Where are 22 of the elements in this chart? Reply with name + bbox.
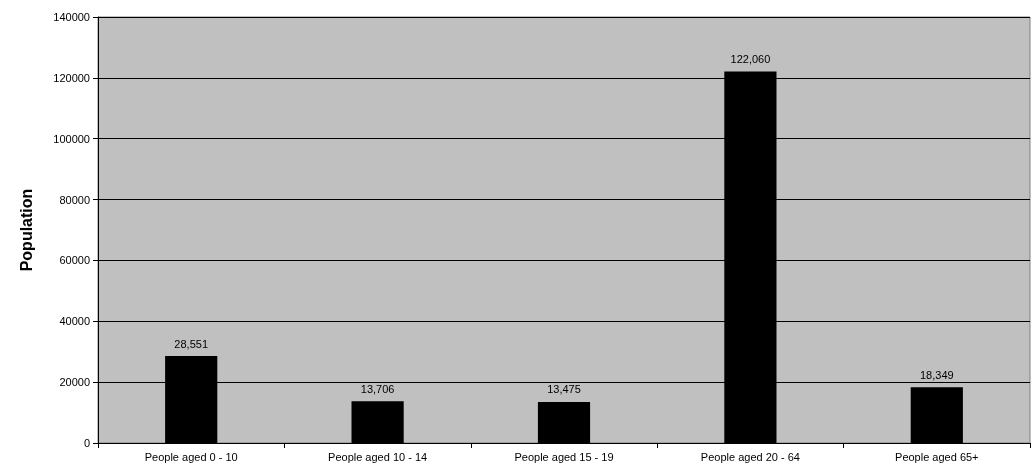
x-tick-label: People aged 65+ [895,450,979,463]
y-axis-title: Population [17,188,35,272]
y-tick-label: 20000 [59,376,90,389]
y-tick-label: 80000 [59,193,90,206]
data-label: 28,551 [174,337,209,350]
x-tick-label: People aged 20 - 64 [700,450,800,463]
bar [910,387,963,443]
bar [537,402,591,443]
data-label: 13,475 [547,383,581,396]
y-tick-label: 120000 [53,71,90,84]
bar [351,401,404,443]
data-label: 18,349 [919,368,954,381]
data-label: 13,706 [360,382,395,395]
y-tick-label: 140000 [53,11,90,23]
x-tick-label: People aged 0 - 10 [144,450,238,463]
x-tick-label: People aged 10 - 14 [328,450,428,463]
y-tick-label: 40000 [59,315,90,328]
x-tick-label: People aged 15 - 19 [514,450,614,463]
y-tick-label: 100000 [53,132,90,145]
data-label: 122,060 [730,53,771,66]
y-tick-label: 0 [83,437,90,449]
y-tick-label: 60000 [59,254,90,267]
